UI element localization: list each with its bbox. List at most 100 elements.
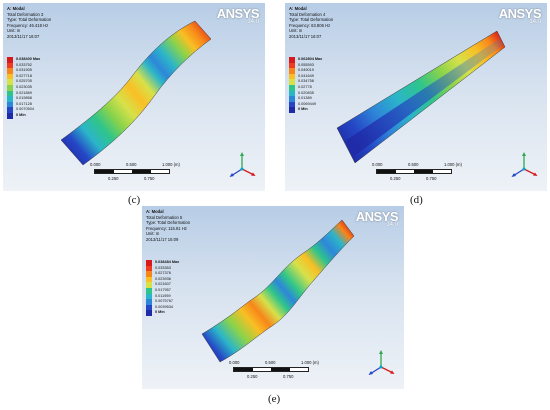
legend-swatch — [7, 112, 13, 119]
legend-label: 0.0075767 — [155, 299, 173, 304]
legend-label: 0.0039534 — [155, 304, 173, 309]
legend-swatch — [289, 62, 295, 69]
legend-swatch — [289, 57, 295, 63]
info-line: Unit: m — [146, 231, 160, 237]
info-line: A: Modal — [289, 6, 307, 11]
legend-label: 0.017957 — [155, 287, 171, 292]
deformed-beam-shape-d — [336, 30, 506, 164]
info-line: 2013/11/17 15:09 — [146, 236, 179, 242]
legend-swatch — [146, 276, 152, 283]
legend-swatch — [146, 260, 152, 266]
scale-tick: 0.250 — [247, 374, 258, 379]
legend-label: 0.020835 — [298, 90, 314, 95]
legend-label: 0.041649 — [298, 73, 314, 78]
result-info: A: Modal Total Deformation 5 Type: Total… — [146, 209, 190, 243]
info-line: A: Modal — [7, 6, 25, 11]
info-line: Unit: m — [289, 28, 303, 34]
info-line: Type: Total Deformation — [146, 220, 191, 226]
scale-bar: 0.000 0.500 1.000 (m) 0.250 0.750 — [227, 359, 319, 383]
scale-tick: 0.000 — [90, 162, 101, 167]
ansys-logo: ANSYS 14.0 — [355, 209, 399, 228]
legend-label: 0.023035 — [16, 84, 32, 89]
caption-d: (d) — [410, 194, 423, 206]
info-line: 2013/11/17 16:07 — [7, 33, 40, 39]
legend-label: 0.0069449 — [298, 101, 316, 106]
legend-swatch — [7, 62, 13, 69]
legend-swatch — [289, 101, 295, 108]
logo-brand: ANSYS — [216, 6, 260, 21]
result-info: A: Modal Total Deformation 4 Type: Total… — [289, 6, 333, 40]
legend-label: 0.01389 — [298, 96, 312, 101]
info-line: A: Modal — [146, 209, 164, 214]
scale-tick: 0.500 — [265, 360, 276, 365]
legend-label: 0 Min — [16, 112, 26, 117]
info-line: Frequency: 46.418 Hz — [7, 22, 49, 28]
legend-label: 0.033752 — [16, 62, 32, 67]
legend-label: 0.021869 — [16, 90, 32, 95]
scale-tick: 1.000 (m) — [444, 162, 462, 167]
logo-version: 14.0 — [529, 19, 541, 25]
scale-bar: 0.000 0.500 1.000 (m) 0.250 0.750 — [370, 161, 462, 185]
info-line: Type: Total Deformation — [289, 17, 334, 23]
info-line: Total Deformation 3 — [7, 11, 44, 17]
axis-triad-icon[interactable] — [366, 349, 396, 379]
legend-label: 0.017128 — [16, 101, 32, 106]
legend-label: 0.027376 — [155, 271, 171, 276]
scale-tick: 0.750 — [144, 176, 155, 181]
legend-swatch — [146, 293, 152, 300]
legend-label: 0.025705 — [16, 79, 32, 84]
info-line: 2013/11/17 16:07 — [289, 33, 322, 39]
logo-brand: ANSYS — [355, 209, 399, 224]
logo-brand: ANSYS — [498, 6, 542, 21]
scale-tick: 0.250 — [108, 176, 119, 181]
axis-triad-icon[interactable] — [509, 151, 539, 181]
scale-tick: 1.000 (m) — [301, 360, 319, 365]
legend-swatch — [146, 282, 152, 288]
legend-swatch — [289, 68, 295, 74]
legend-swatch — [7, 96, 13, 102]
legend-label: 0.062804 Max — [298, 57, 323, 61]
legend-swatch — [7, 79, 13, 85]
legend-label: 0.023936 — [155, 276, 171, 281]
legend-label: 0.031905 — [16, 68, 32, 73]
logo-version: 14.0 — [247, 19, 259, 25]
axis-triad-icon[interactable] — [227, 151, 257, 181]
legend-swatch — [7, 107, 13, 113]
scale-tick: 0.500 — [126, 162, 137, 167]
viewport-panel-d: A: Modal Total Deformation 4 Type: Total… — [285, 3, 547, 191]
legend-label: 0.034758 — [298, 79, 314, 84]
legend-label: 0.02778 — [298, 84, 312, 89]
legend-label: 0.019858 — [16, 96, 32, 101]
scale-tick: 0.500 — [408, 162, 419, 167]
deformed-beam-shape-e — [201, 219, 355, 363]
legend-swatch — [289, 73, 295, 80]
legend-swatch — [7, 101, 13, 108]
scale-bar-track — [94, 169, 170, 174]
legend-swatch — [146, 265, 152, 272]
legend-swatch — [289, 79, 295, 85]
legend-label: 0.049019 — [298, 68, 314, 73]
legend-label: 0.011959 — [155, 293, 171, 298]
scale-bar-track — [233, 367, 309, 372]
caption-e: (e) — [268, 393, 281, 405]
legend-swatch — [7, 84, 13, 91]
ansys-logo: ANSYS 14.0 — [216, 6, 260, 25]
legend-swatch — [7, 90, 13, 97]
legend-swatch — [146, 304, 152, 311]
legend-label: 0.055593 — [298, 62, 314, 67]
legend-swatch — [146, 299, 152, 305]
legend-label: 0.038400 Max — [16, 57, 41, 61]
scale-tick: 0.250 — [390, 176, 401, 181]
logo-version: 14.0 — [386, 222, 398, 228]
legend-label: 0.027718 — [16, 73, 32, 78]
deformed-beam-shape-c — [60, 20, 212, 166]
scale-bar-track — [376, 169, 452, 174]
scale-bar: 0.000 0.500 1.000 (m) 0.250 0.750 — [88, 161, 180, 185]
info-line: Type: Total Deformation — [7, 17, 52, 23]
legend-label: 0 Min — [298, 107, 308, 112]
legend-swatch — [289, 107, 295, 113]
legend-swatch — [146, 287, 152, 294]
scale-tick: 0.750 — [283, 374, 294, 379]
ansys-logo: ANSYS 14.0 — [498, 6, 542, 25]
legend-label: 0.038484 Max — [155, 260, 180, 264]
